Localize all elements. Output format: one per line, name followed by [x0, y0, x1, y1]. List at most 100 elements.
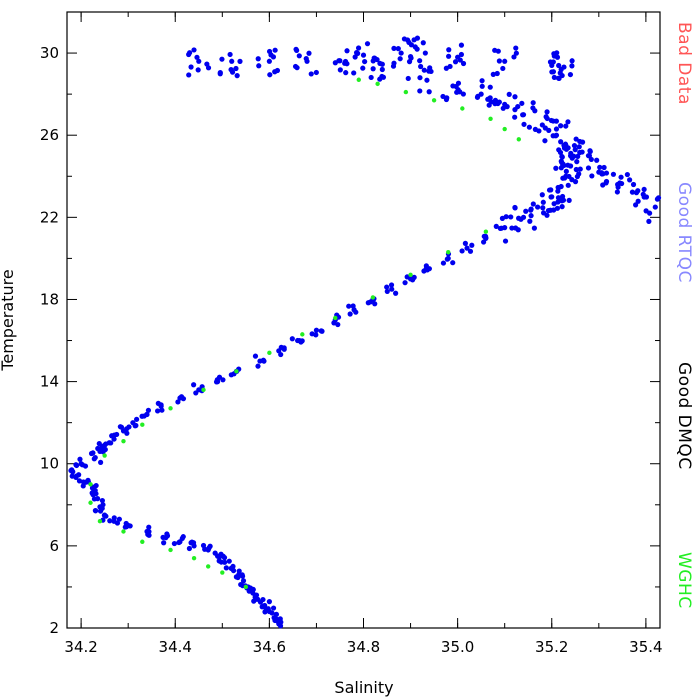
data-point — [560, 197, 567, 203]
data-point — [360, 52, 367, 58]
x-tick-label: 34.6 — [253, 638, 286, 656]
data-point — [508, 214, 514, 220]
data-point — [159, 407, 165, 413]
data-point — [252, 594, 258, 600]
legend-bad-data: Bad Data — [674, 22, 694, 105]
data-point — [234, 73, 240, 79]
data-point — [252, 353, 259, 359]
data-point — [88, 500, 93, 505]
data-point — [553, 165, 559, 171]
data-point — [509, 225, 515, 231]
data-point — [347, 311, 353, 317]
data-point — [550, 118, 556, 124]
y-tick-label: 6 — [49, 537, 59, 555]
data-point — [585, 165, 592, 171]
data-point — [93, 508, 99, 514]
data-point — [145, 531, 151, 538]
data-point — [227, 51, 233, 58]
data-point — [420, 40, 426, 46]
data-point — [370, 295, 376, 300]
data-point — [220, 553, 226, 559]
data-point — [440, 260, 447, 266]
data-point — [122, 524, 128, 530]
data-point — [146, 524, 152, 530]
data-point — [408, 272, 413, 278]
y-tick-label: 30 — [40, 44, 59, 62]
legend-good-rtqc: Good RTQC — [674, 182, 694, 283]
data-point — [343, 70, 349, 76]
data-point — [431, 98, 437, 103]
data-point — [168, 406, 173, 411]
data-point — [551, 207, 557, 213]
data-point — [395, 46, 401, 52]
data-point — [575, 153, 581, 160]
data-point — [577, 166, 583, 172]
data-point — [255, 56, 261, 62]
data-point — [535, 204, 541, 210]
data-point — [601, 164, 607, 171]
data-point — [417, 75, 423, 81]
data-point — [414, 35, 421, 41]
data-point — [235, 574, 241, 581]
data-point — [266, 599, 272, 605]
data-point — [452, 59, 459, 65]
data-point — [540, 205, 546, 211]
data-point — [502, 58, 508, 64]
data-point — [362, 58, 368, 65]
data-point — [370, 66, 376, 72]
y-tick-label: 14 — [40, 373, 59, 391]
data-point — [335, 321, 341, 328]
data-point — [360, 65, 366, 71]
data-point — [494, 70, 500, 77]
data-point — [116, 516, 122, 522]
data-point — [453, 83, 459, 90]
data-point — [239, 572, 245, 578]
data-point — [214, 377, 220, 383]
data-point — [454, 89, 460, 95]
data-point — [569, 58, 575, 64]
data-point — [459, 248, 465, 254]
data-point — [515, 227, 521, 233]
data-point — [191, 382, 197, 388]
data-point — [558, 158, 564, 164]
data-point — [421, 67, 427, 73]
data-point — [423, 263, 429, 269]
data-point — [511, 54, 517, 60]
data-point — [443, 96, 450, 103]
data-point — [528, 207, 534, 213]
data-point — [88, 482, 93, 487]
data-point — [76, 472, 82, 478]
data-point — [379, 66, 385, 73]
data-point — [91, 496, 98, 502]
data-point — [95, 445, 101, 452]
data-point — [267, 72, 273, 78]
data-point — [353, 309, 359, 315]
data-point — [553, 126, 560, 132]
data-point — [102, 453, 107, 458]
data-point — [635, 198, 641, 204]
data-point — [273, 611, 280, 617]
data-point — [388, 282, 395, 288]
data-point — [587, 148, 593, 154]
data-point — [337, 67, 343, 73]
data-point — [499, 215, 506, 221]
data-point — [567, 163, 574, 169]
data-point — [126, 424, 132, 430]
data-point — [597, 164, 603, 170]
data-point — [313, 332, 319, 338]
data-point — [495, 48, 501, 54]
data-point — [544, 109, 550, 115]
data-point — [547, 59, 554, 65]
data-point — [89, 490, 95, 496]
data-point — [201, 387, 206, 393]
data-point — [200, 542, 207, 549]
data-point — [528, 213, 534, 219]
data-point — [261, 603, 267, 609]
data-point — [540, 199, 546, 205]
data-point — [560, 162, 566, 169]
data-point — [384, 288, 390, 295]
data-point — [121, 529, 126, 534]
data-point — [176, 539, 182, 546]
data-point — [405, 75, 411, 82]
